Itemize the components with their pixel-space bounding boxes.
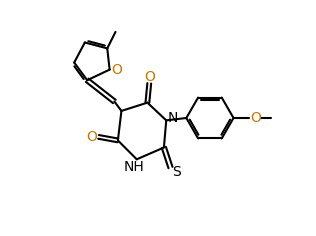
Text: O: O: [87, 130, 97, 144]
Text: N: N: [168, 111, 178, 126]
Text: O: O: [144, 70, 155, 84]
Text: O: O: [111, 63, 122, 77]
Text: S: S: [172, 165, 181, 179]
Text: O: O: [250, 111, 261, 125]
Text: NH: NH: [124, 160, 144, 174]
